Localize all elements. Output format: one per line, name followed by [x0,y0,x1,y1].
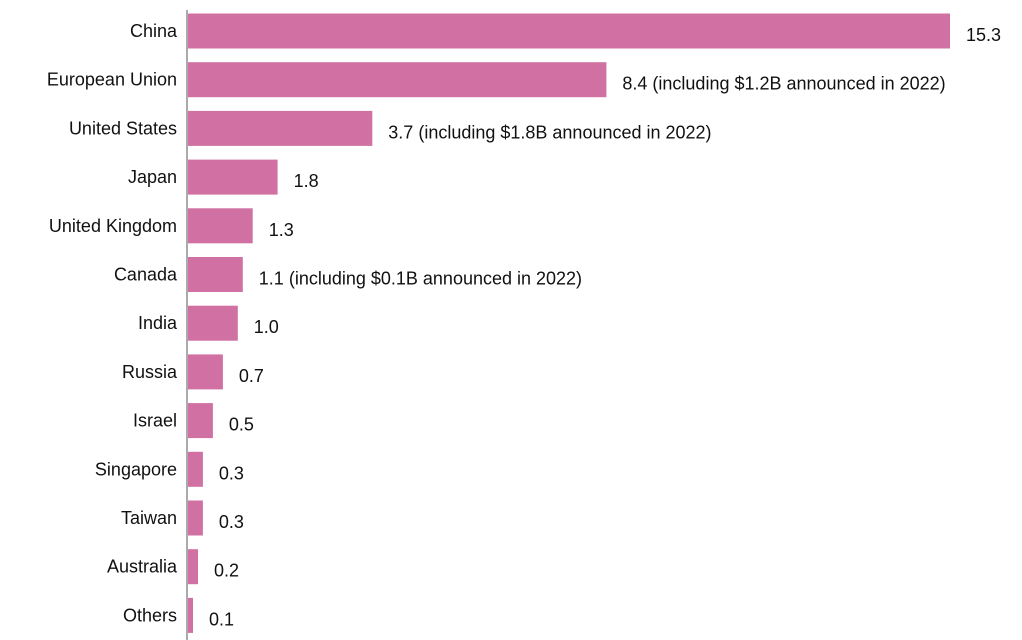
bar-taiwan [188,500,203,536]
category-label: Australia [107,557,178,577]
bar-australia [188,549,198,585]
data-label: 0.2 [214,561,239,581]
category-label: Singapore [95,459,177,479]
data-label: 0.7 [239,366,264,386]
bar-european-union [188,62,607,98]
data-label: 15.3 [966,25,1001,45]
data-label: 0.5 [229,415,254,435]
data-label: 1.8 [294,171,319,191]
category-label: Taiwan [121,508,177,528]
bars-layer [188,13,950,633]
category-label: Israel [133,411,177,431]
bar-others [188,597,193,633]
data-label: 0.3 [219,512,244,532]
data-label: 8.4 (including $1.2B announced in 2022) [622,74,945,94]
bar-china [188,13,950,49]
category-label: United States [69,118,177,138]
data-label: 0.3 [219,463,244,483]
category-label: China [130,21,178,41]
category-label: Canada [114,265,178,285]
data-label: 3.7 (including $1.8B announced in 2022) [388,122,711,142]
category-label: India [138,313,178,333]
category-label: European Union [47,70,177,90]
data-label: 1.1 (including $0.1B announced in 2022) [259,269,582,289]
bar-japan [188,159,278,195]
bar-russia [188,354,223,390]
data-label: 1.0 [254,317,279,337]
data-label: 1.3 [269,220,294,240]
category-label: Others [123,605,177,625]
bar-singapore [188,451,203,487]
bar-united-kingdom [188,208,253,244]
bar-canada [188,257,243,292]
category-label: United Kingdom [49,216,177,236]
bar-united-states [188,110,373,146]
bar-india [188,305,238,341]
labels-layer: China 15.3 European Union 8.4 (including $1… [47,21,1001,629]
data-label: 0.1 [209,609,234,629]
bar-israel [188,403,213,439]
category-label: Russia [122,362,178,382]
category-label: Japan [128,167,177,187]
